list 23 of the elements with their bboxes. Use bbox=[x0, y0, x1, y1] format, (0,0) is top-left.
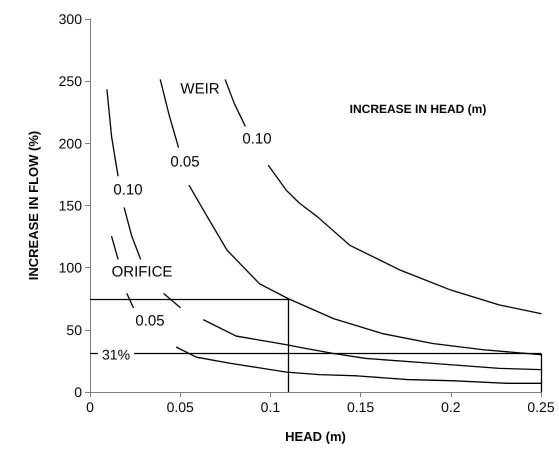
x-tick-label: 0.1 bbox=[260, 399, 280, 415]
annotation: INCREASE IN HEAD (m) bbox=[350, 102, 486, 116]
y-tick-label: 100 bbox=[58, 260, 82, 276]
y-tick-label: 50 bbox=[66, 322, 82, 338]
annotation: ORIFICE bbox=[112, 264, 172, 280]
y-tick-label: 200 bbox=[58, 135, 82, 152]
x-tick-label: 0.2 bbox=[441, 399, 461, 415]
y-tick-label: 250 bbox=[58, 73, 82, 90]
y-tick-label: 150 bbox=[58, 198, 82, 214]
annotation: 0.10 bbox=[113, 182, 143, 198]
x-tick-label: 0 bbox=[86, 399, 94, 415]
x-tick-label: 0.25 bbox=[527, 399, 555, 415]
x-axis-title: HEAD (m) bbox=[285, 429, 346, 444]
y-axis-title: INCREASE IN FLOW (%) bbox=[26, 130, 41, 280]
y-tick-label: 0 bbox=[74, 384, 82, 400]
annotation: 0.05 bbox=[170, 154, 200, 170]
annotation: 0.10 bbox=[242, 130, 272, 148]
x-tick-label: 0.05 bbox=[166, 399, 194, 415]
annotation: WEIR bbox=[180, 80, 220, 98]
annotation: 0.05 bbox=[135, 312, 165, 330]
y-tick-label: 300 bbox=[58, 11, 82, 27]
ref-line-label: 31% bbox=[102, 346, 130, 362]
x-tick-label: 0.15 bbox=[346, 399, 374, 415]
